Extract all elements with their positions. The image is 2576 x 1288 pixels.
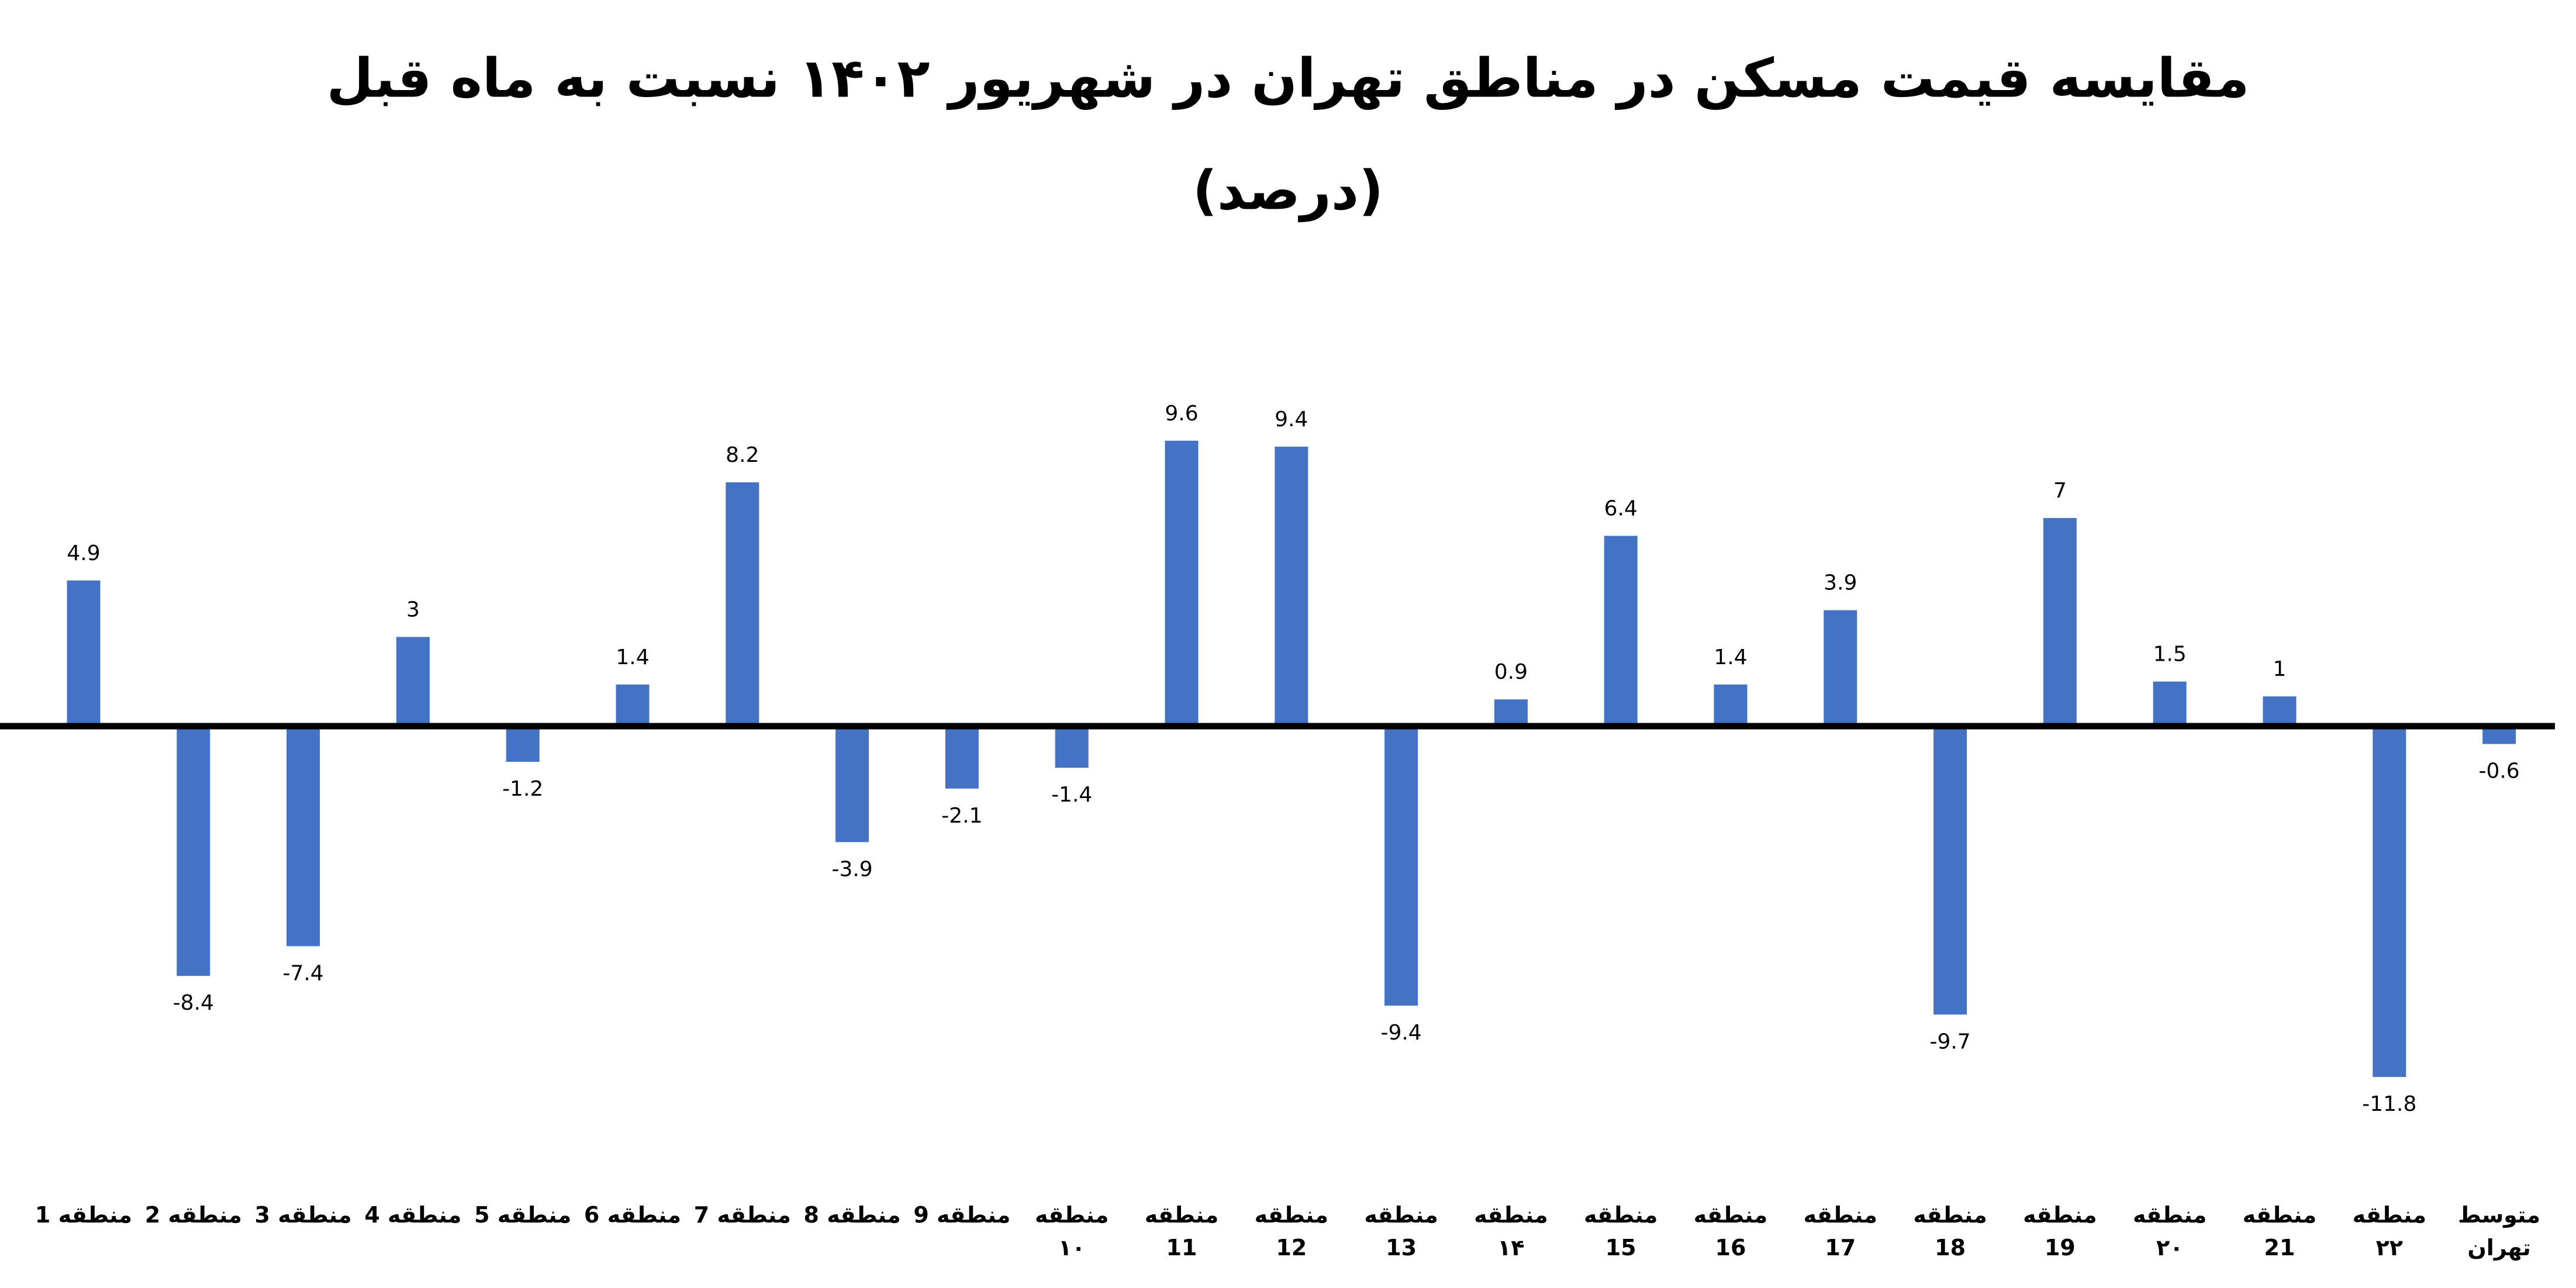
bar [506,726,540,762]
x-tick-label: منطقه 4 [364,1202,462,1228]
value-label: -3.9 [831,857,872,881]
value-label: -0.6 [2478,759,2519,783]
chart-subtitle: (درصد) [1193,159,1383,222]
value-label: 9.6 [1165,402,1198,426]
bar [616,684,650,726]
x-tick-label: منطقه ۱۴ [1474,1202,1548,1261]
value-label: 1.5 [2153,643,2187,667]
x-tick-label: منطقه ۲۲ [2352,1202,2427,1261]
value-label: -9.7 [1929,1030,1970,1054]
x-tick-label: منطقه 21 [2242,1202,2317,1261]
x-tick-label: منطقه 11 [1144,1202,1219,1261]
bar [1824,610,1857,726]
bar [2373,726,2406,1078]
value-label: 3 [406,598,420,621]
bar [2043,518,2077,726]
value-label: 4.9 [67,541,100,565]
x-tick-label: منطقه 18 [1913,1202,1987,1261]
bar [286,726,320,947]
value-label: 0.9 [1494,660,1528,684]
bar [1055,726,1089,768]
x-tick-label: منطقه 5 [474,1202,572,1228]
x-tick-label: منطقه 12 [1254,1202,1329,1261]
bar [726,482,759,726]
bar [1604,536,1638,726]
x-tick-label: منطقه 8 [803,1202,901,1228]
x-tick-label: منطقه 9 [913,1202,1011,1228]
bar [2263,696,2297,726]
value-label: 6.4 [1604,497,1638,521]
value-label: -9.4 [1380,1021,1421,1045]
bar [1165,440,1199,726]
chart-title: مقایسه قیمت مسکن در مناطق تهران در شهریو… [327,47,2250,110]
value-label: -1.2 [502,777,543,801]
x-tick-label: منطقه 6 [583,1202,682,1228]
value-label: -7.4 [282,961,323,985]
x-tick-label: متوسط تهران [2458,1202,2541,1261]
bar [1933,726,1967,1015]
value-label: 1.4 [616,645,649,669]
value-label: 1 [2273,657,2287,681]
x-tick-label: منطقه 15 [1583,1202,1658,1261]
bar [396,637,430,726]
x-tick-label: منطقه 1 [34,1202,133,1228]
x-tick-label: منطقه 2 [144,1202,242,1228]
value-label: -1.4 [1051,783,1092,807]
bar [1494,699,1528,726]
value-label: 9.4 [1275,408,1308,431]
value-label: 3.9 [1824,571,1857,595]
x-tick-label: منطقه 16 [1693,1202,1768,1261]
bar [945,726,979,789]
x-tick-label: منطقه 13 [1364,1202,1438,1261]
bar [177,726,210,976]
x-tick-label: منطقه 7 [693,1202,791,1228]
x-tick-label: منطقه 17 [1803,1202,1878,1261]
value-label: -11.8 [2362,1092,2416,1116]
value-label: 7 [2053,479,2067,503]
value-label: -8.4 [173,991,214,1015]
bar [835,726,869,842]
x-tick-label: منطقه ۲۰ [2132,1202,2207,1261]
bar [1275,446,1308,726]
value-label: 1.4 [1714,645,1747,669]
value-label: -2.1 [941,804,982,828]
bar [2153,681,2187,726]
x-tick-label: منطقه 3 [254,1202,352,1228]
value-label: 8.2 [726,443,759,467]
bar [67,580,101,726]
bar [1384,726,1418,1006]
x-tick-label: منطقه ۱۰ [1034,1202,1109,1261]
x-tick-label: منطقه 19 [2023,1202,2097,1261]
bar [1714,684,1748,726]
